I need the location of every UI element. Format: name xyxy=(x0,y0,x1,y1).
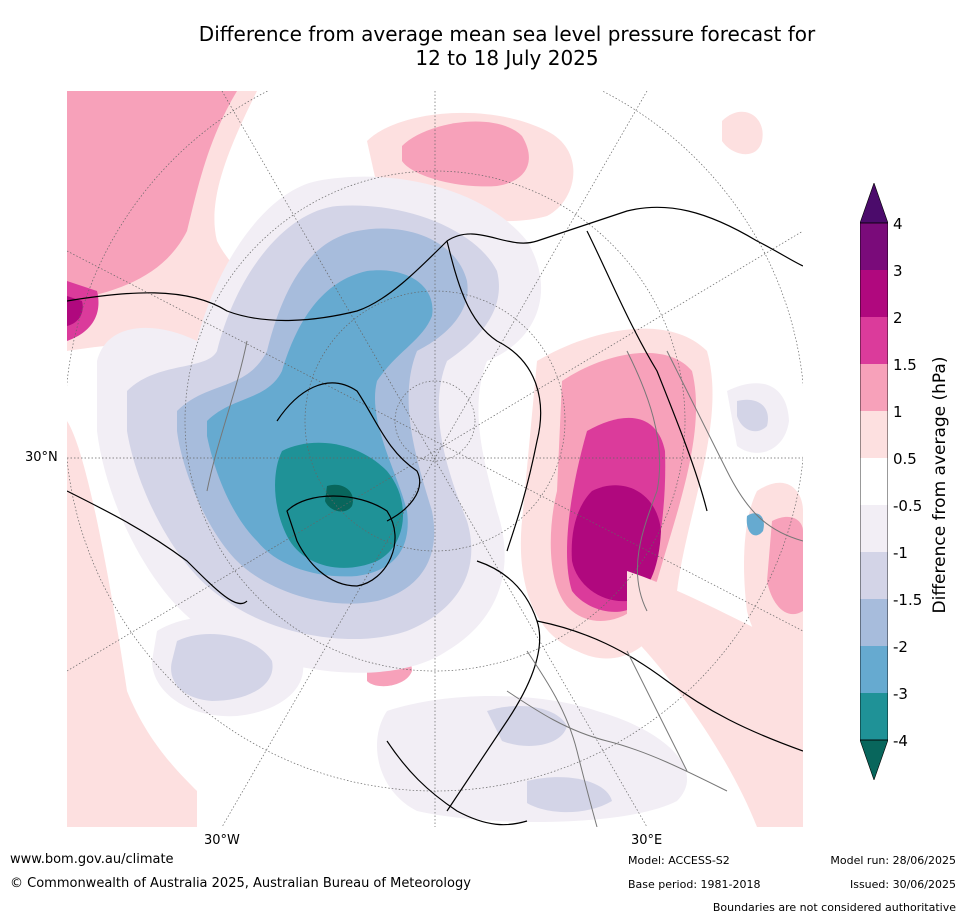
colorbar-tick: -1.5 xyxy=(893,591,923,609)
lat-label-30n: 30°N xyxy=(25,450,58,465)
colorbar-tick: -4 xyxy=(893,732,908,750)
colorbar-seg-1.5-2 xyxy=(860,317,888,364)
lon-label-30w: 30°W xyxy=(204,833,240,848)
model-name: Model: ACCESS-S2 xyxy=(628,854,730,867)
colorbar-tick: 4 xyxy=(893,215,903,233)
graticule xyxy=(67,91,803,827)
coastlines xyxy=(67,206,803,826)
colorbar xyxy=(860,183,888,780)
website-link[interactable]: www.bom.gov.au/climate xyxy=(10,852,174,867)
colorbar-seg-neg3-neg4 xyxy=(860,693,888,740)
colorbar-seg-2-3 xyxy=(860,270,888,317)
polar-map xyxy=(67,91,803,827)
map-title-line2: 12 to 18 July 2025 xyxy=(415,46,599,70)
colorbar-seg-3-4 xyxy=(860,223,888,270)
colorbar-tick: -0.5 xyxy=(893,497,923,515)
colorbar-tick: -3 xyxy=(893,685,908,703)
base-period: Base period: 1981-2018 xyxy=(628,878,761,891)
colorbar-seg-neg2-neg3 xyxy=(860,646,888,693)
colorbar-outline xyxy=(860,222,888,741)
colorbar-tick: -1 xyxy=(893,544,908,562)
colorbar-tick: 3 xyxy=(893,262,903,280)
colorbar-bottom-extend xyxy=(860,739,888,780)
boundaries-disclaimer: Boundaries are not considered authoritat… xyxy=(712,901,956,914)
country-borders xyxy=(206,340,803,827)
lon-label-30e: 30°E xyxy=(631,833,663,848)
colorbar-tick: 1 xyxy=(893,403,903,421)
colorbar-seg-neg0.5-neg1 xyxy=(860,505,888,552)
colorbar-seg-0.5-1 xyxy=(860,411,888,458)
copyright-text: © Commonwealth of Australia 2025, Austra… xyxy=(10,876,471,891)
colorbar-tick: 1.5 xyxy=(893,356,917,374)
map-title-line1: Difference from average mean sea level p… xyxy=(198,22,816,46)
colorbar-seg-neutral xyxy=(860,458,888,505)
model-run: Model run: 28/06/2025 xyxy=(830,854,956,867)
map-title: Difference from average mean sea level p… xyxy=(0,22,965,70)
colorbar-tick: -2 xyxy=(893,638,908,656)
colorbar-seg-1-1.5 xyxy=(860,364,888,411)
colorbar-title: Difference from average (hPa) xyxy=(930,356,950,614)
colorbar-tick: 2 xyxy=(893,309,903,327)
colorbar-tick: 0.5 xyxy=(893,450,917,468)
colorbar-seg-neg1-neg1.5 xyxy=(860,552,888,599)
map-svg xyxy=(67,91,803,827)
issued-date: Issued: 30/06/2025 xyxy=(849,878,956,891)
colorbar-seg-neg1.5-neg2 xyxy=(860,599,888,646)
colorbar-top-extend xyxy=(860,183,888,224)
